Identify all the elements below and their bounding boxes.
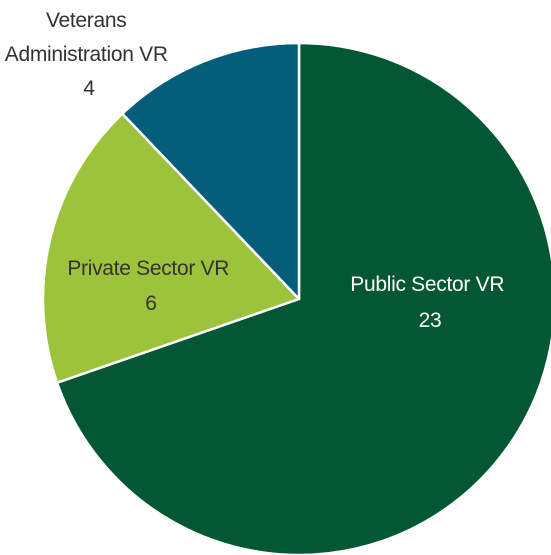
slice-value-public-sector: 23 <box>419 309 442 332</box>
pie-slice-private-sector-vr <box>41 112 301 384</box>
slice-label-private-sector: Private Sector VR 6 <box>67 257 234 315</box>
slice-label-private-sector-name: Private Sector VR <box>67 257 229 280</box>
slice-label-veterans-admin-name: Veterans <box>46 9 127 32</box>
slice-value-veterans-admin: 4 <box>83 77 95 100</box>
pie-slice-veterans-administration-vr <box>121 41 301 301</box>
slice-label-veterans-admin: Veterans Administration VR 4 <box>5 9 174 100</box>
slice-value-private-sector: 6 <box>145 292 156 315</box>
slice-label-public-sector: Public Sector VR 23 <box>350 273 509 332</box>
slice-label-veterans-admin-name-2: Administration VR <box>5 43 168 66</box>
pie-slices <box>41 41 551 555</box>
pie-slice-public-sector-vr <box>55 41 551 555</box>
slice-label-public-sector-name: Public Sector VR <box>350 273 504 296</box>
